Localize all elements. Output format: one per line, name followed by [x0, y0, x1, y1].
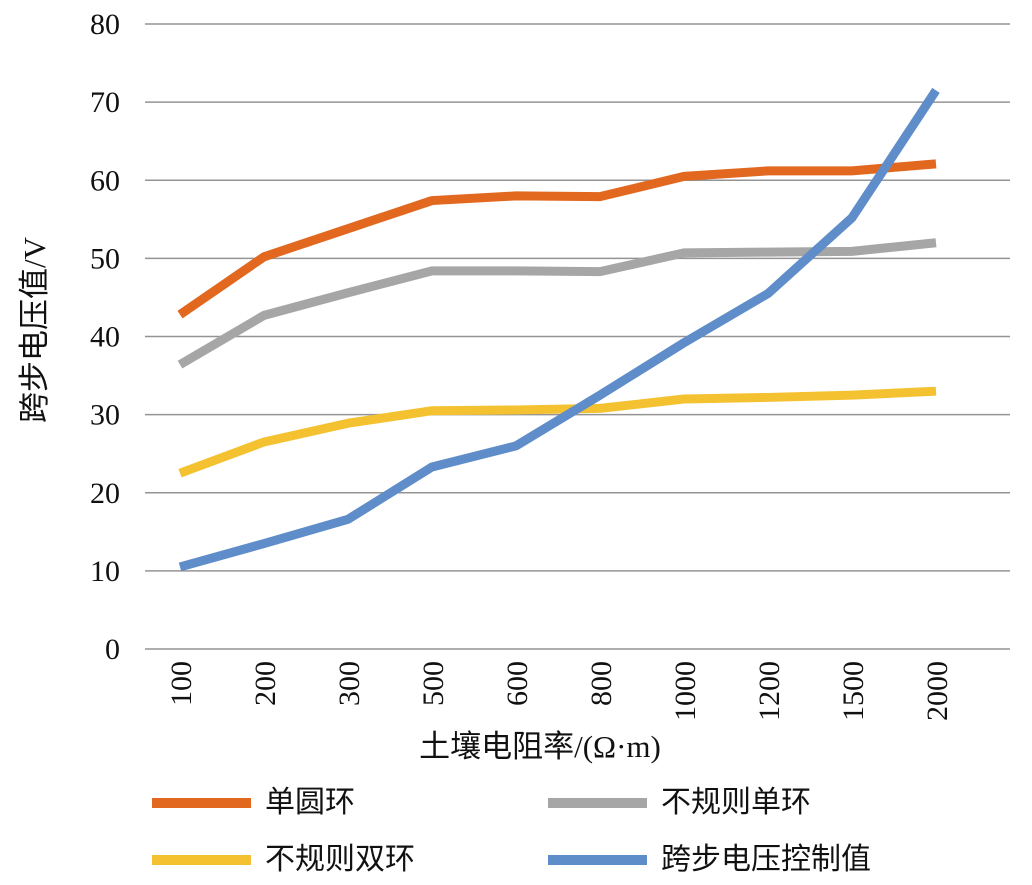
y-tick-label-10: 10: [90, 555, 120, 588]
x-tick-label-2000: 2000: [921, 661, 954, 721]
series-line-1: [177, 238, 937, 369]
x-tick-label-300: 300: [333, 661, 366, 706]
series-line-3: [178, 87, 940, 572]
x-tick-label-500: 500: [417, 661, 450, 706]
x-tick-label-200: 200: [249, 661, 282, 706]
y-tick-label-40: 40: [90, 321, 120, 354]
y-tick-label-0: 0: [105, 633, 120, 666]
y-tick-label-70: 70: [90, 86, 120, 119]
series-line-2: [178, 386, 937, 478]
x-tick-label-800: 800: [585, 661, 618, 706]
x-axis-title: 土壤电阻率/(Ω·m): [419, 729, 661, 764]
y-tick-label-20: 20: [90, 477, 120, 510]
x-tick-label-1000: 1000: [669, 661, 702, 721]
y-axis-tick-labels: 0 10 20 30 40 50 60 70 80: [90, 8, 120, 666]
gridlines-group: [145, 23, 1010, 650]
y-tick-label-60: 60: [90, 164, 120, 197]
x-tick-label-100: 100: [165, 661, 198, 706]
y-tick-label-50: 50: [90, 242, 120, 275]
x-axis-tick-labels: 100 200 300 500 600 800 1000 1200 1500 2000: [165, 661, 954, 721]
y-tick-label-30: 30: [90, 399, 120, 432]
series-lines-group: [177, 87, 940, 572]
x-tick-label-1500: 1500: [837, 661, 870, 721]
x-tick-label-1200: 1200: [753, 661, 786, 721]
y-tick-label-80: 80: [90, 8, 120, 41]
series-line-0: [177, 159, 937, 319]
y-axis-title: 跨步电压值/V: [17, 236, 52, 423]
x-tick-label-600: 600: [501, 661, 534, 706]
